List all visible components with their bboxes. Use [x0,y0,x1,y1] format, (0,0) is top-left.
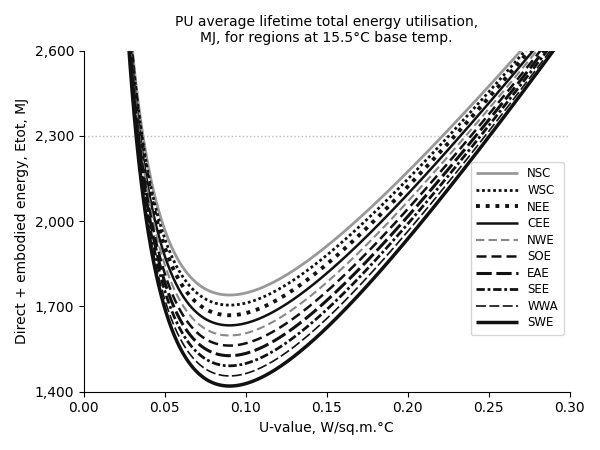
SEE [566,18,573,24]
EAE [554,30,562,36]
SOE [146,206,153,211]
SOE [504,89,511,94]
SOE [488,108,495,113]
WWA [226,373,233,378]
SEE [391,236,398,241]
CEE [467,121,475,126]
EAE [488,114,495,119]
SEE [504,99,511,105]
SEE [467,145,475,151]
EAE [391,228,398,234]
NWE [391,212,398,218]
WSC [488,86,495,91]
SWE [488,130,495,136]
Legend: NSC, WSC, NEE, CEE, NWE, SOE, EAE, SEE, WWA, SWE: NSC, WSC, NEE, CEE, NWE, SOE, EAE, SEE, … [470,162,564,335]
NEE [566,0,573,5]
NWE [488,103,495,108]
CEE [146,191,153,197]
EAE [226,353,233,358]
CEE [554,18,562,23]
NWE [146,199,153,204]
SWE [566,26,573,31]
SWE [391,251,398,256]
CEE [391,205,398,210]
NWE [554,22,562,27]
SEE [554,34,562,40]
NEE [467,115,475,121]
SEE [146,221,153,226]
NEE [226,313,233,318]
EAE [566,15,573,20]
WWA [504,104,511,110]
CEE [566,4,573,9]
WWA [566,22,573,27]
SWE [554,42,562,47]
SOE [467,133,475,139]
NWE [226,333,233,338]
NEE [488,91,495,97]
Line: WWA: WWA [124,0,569,376]
Line: SOE: SOE [124,0,569,346]
Line: CEE: CEE [124,0,569,325]
SWE [467,158,475,163]
NSC [146,169,153,174]
NEE [504,73,511,79]
SWE [146,236,153,242]
Line: NWE: NWE [124,0,569,336]
Title: PU average lifetime total energy utilisation,
MJ, for regions at 15.5°C base tem: PU average lifetime total energy utilisa… [175,15,478,45]
SEE [488,119,495,125]
Line: NSC: NSC [124,0,569,295]
SOE [226,343,233,348]
WWA [488,125,495,130]
NWE [566,8,573,13]
NSC [504,63,511,68]
EAE [467,140,475,145]
NSC [226,292,233,298]
Line: WSC: WSC [124,0,569,305]
NEE [554,14,562,20]
NEE [146,184,153,189]
X-axis label: U-value, W/sq.m.°C: U-value, W/sq.m.°C [259,421,394,435]
WSC [391,189,398,195]
SEE [226,363,233,369]
CEE [226,323,233,328]
NSC [467,103,475,108]
SOE [554,26,562,32]
Line: NEE: NEE [124,0,569,315]
Y-axis label: Direct + embodied energy, Etot, MJ: Direct + embodied energy, Etot, MJ [15,98,29,344]
NSC [554,6,562,12]
Line: EAE: EAE [124,0,569,356]
SWE [504,110,511,115]
Line: SWE: SWE [124,0,569,386]
SWE [226,383,233,389]
CEE [504,79,511,84]
Line: SEE: SEE [124,0,569,366]
WWA [554,38,562,43]
EAE [504,94,511,99]
WSC [554,10,562,16]
SOE [391,220,398,226]
WSC [146,176,153,182]
WSC [467,109,475,115]
WWA [146,229,153,234]
CEE [488,97,495,103]
WWA [391,243,398,249]
NEE [391,197,398,202]
EAE [146,214,153,219]
WSC [504,68,511,74]
SOE [566,11,573,17]
WWA [467,152,475,157]
NWE [467,127,475,133]
WSC [226,302,233,308]
NSC [488,81,495,86]
NSC [391,182,398,187]
NWE [504,84,511,89]
WSC [566,0,573,2]
